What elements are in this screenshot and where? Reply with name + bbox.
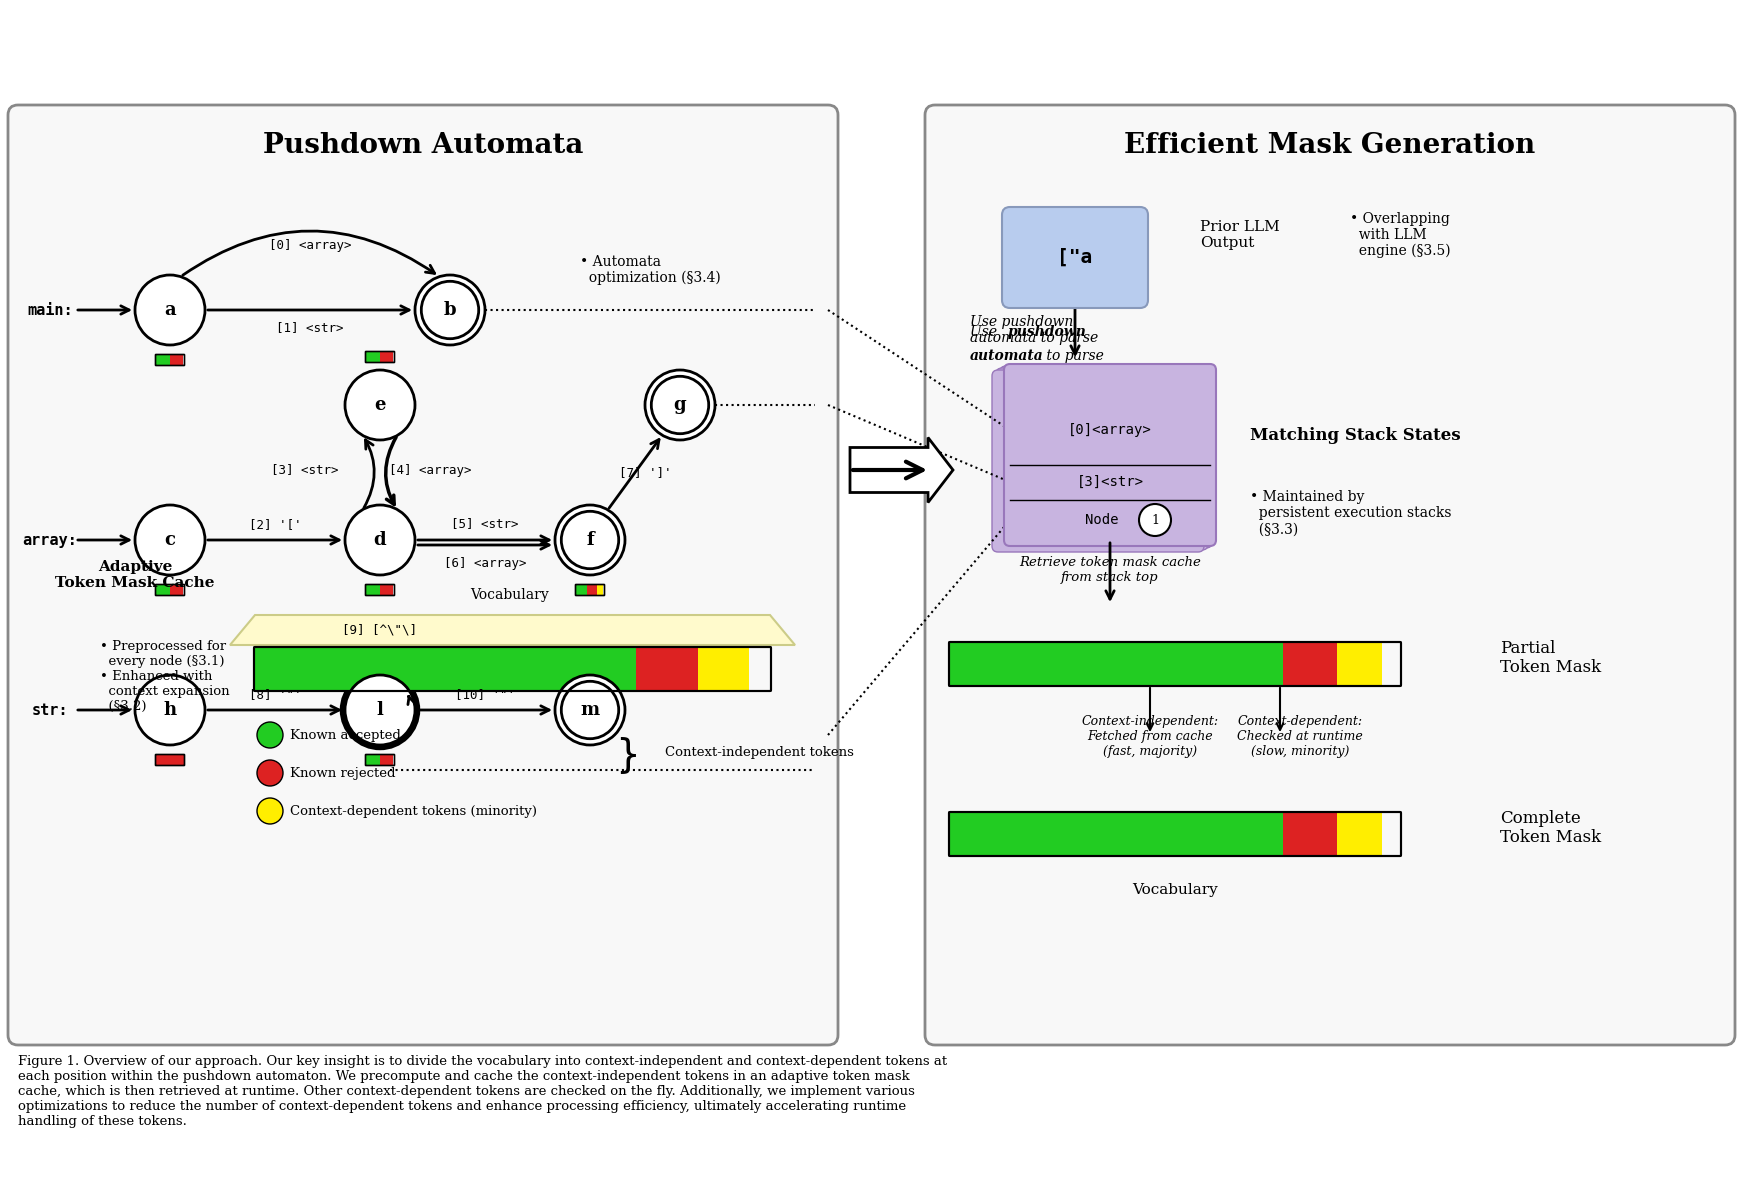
Text: l: l [376, 701, 383, 719]
Text: [1] <str>: [1] <str> [276, 321, 344, 334]
Bar [255, 649, 636, 690]
Text: c: c [164, 531, 175, 549]
Text: [7] ']': [7] ']' [619, 466, 671, 480]
Text: }: } [615, 735, 640, 774]
FancyBboxPatch shape [9, 105, 837, 1045]
Text: Adaptive
Token Mask Cache: Adaptive Token Mask Cache [56, 560, 215, 590]
Bar [598, 585, 603, 595]
Text: [2] '[': [2] '[' [248, 519, 301, 532]
Text: Partial
Token Mask: Partial Token Mask [1500, 640, 1601, 676]
Circle shape [257, 722, 283, 749]
Bar [156, 585, 170, 595]
Text: array:: array: [23, 532, 77, 547]
Text: Vocabulary: Vocabulary [1133, 883, 1218, 897]
Text: str:: str: [31, 702, 68, 718]
Text: Node: Node [1086, 513, 1127, 527]
FancyBboxPatch shape [925, 105, 1736, 1045]
Bar [170, 355, 182, 365]
Text: Known accepted: Known accepted [290, 728, 400, 741]
Bar [379, 585, 393, 595]
Bar [636, 649, 697, 690]
Bar [587, 585, 598, 595]
Text: [3] <str>: [3] <str> [271, 463, 339, 476]
Circle shape [1140, 505, 1171, 536]
Text: • Maintained by
  persistent execution stacks
  (§3.3): • Maintained by persistent execution sta… [1250, 490, 1451, 537]
Text: Context-independent:
Fetched from cache
(fast, majority): Context-independent: Fetched from cache … [1082, 715, 1218, 758]
Text: Context-independent tokens: Context-independent tokens [664, 745, 853, 758]
Bar [379, 754, 393, 765]
Text: a: a [164, 301, 177, 319]
Text: h: h [163, 701, 177, 719]
Text: [3]<str>: [3]<str> [1077, 475, 1143, 489]
Text: Matching Stack States: Matching Stack States [1250, 426, 1461, 444]
Text: ["a: ["a [1058, 248, 1092, 267]
Text: • Overlapping
  with LLM
  engine (§3.5): • Overlapping with LLM engine (§3.5) [1349, 212, 1451, 258]
Text: [4] <array>: [4] <array> [388, 463, 472, 476]
Bar [949, 643, 1283, 685]
Text: automata: automata [970, 349, 1044, 363]
Text: main:: main: [28, 302, 73, 318]
Circle shape [344, 675, 414, 745]
Text: [0]<array>: [0]<array> [1068, 422, 1152, 437]
Bar [365, 585, 379, 595]
Text: Retrieve token mask cache
from stack top: Retrieve token mask cache from stack top [1019, 556, 1201, 584]
Bar [1283, 643, 1337, 685]
Bar [949, 813, 1283, 854]
Bar [1283, 813, 1337, 854]
FancyBboxPatch shape [996, 368, 1208, 550]
Text: Efficient Mask Generation: Efficient Mask Generation [1124, 132, 1536, 158]
Circle shape [135, 275, 205, 345]
Text: [5] <str>: [5] <str> [451, 518, 519, 531]
Circle shape [344, 505, 414, 575]
Text: Figure 1. Overview of our approach. Our key insight is to divide the vocabulary : Figure 1. Overview of our approach. Our … [17, 1056, 947, 1128]
Text: Pushdown Automata: Pushdown Automata [262, 132, 584, 158]
FancyBboxPatch shape [1003, 364, 1217, 546]
Text: Context-dependent:
Checked at runtime
(slow, minority): Context-dependent: Checked at runtime (s… [1238, 715, 1363, 758]
Bar [156, 754, 184, 765]
Text: to parse: to parse [1042, 349, 1105, 363]
Circle shape [135, 675, 205, 745]
Text: pushdown: pushdown [1009, 325, 1087, 339]
Text: Known rejected: Known rejected [290, 766, 395, 779]
Bar [365, 352, 379, 362]
Text: Vocabulary: Vocabulary [470, 588, 549, 602]
FancyArrow shape [850, 438, 953, 502]
Bar [1337, 643, 1383, 685]
Circle shape [556, 505, 626, 575]
Bar [170, 585, 182, 595]
Circle shape [556, 675, 626, 745]
Text: 1: 1 [1150, 514, 1159, 526]
Bar [577, 585, 587, 595]
Text: Complete
Token Mask: Complete Token Mask [1500, 809, 1601, 846]
Circle shape [344, 370, 414, 440]
Text: • Automata
  optimization (§3.4): • Automata optimization (§3.4) [580, 255, 720, 286]
Text: d: d [374, 531, 386, 549]
Text: [9] [^\"\]: [9] [^\"\] [343, 624, 418, 637]
Circle shape [257, 760, 283, 787]
Bar [697, 649, 750, 690]
Polygon shape [231, 615, 795, 645]
Text: g: g [673, 396, 687, 414]
Text: Context-dependent tokens (minority): Context-dependent tokens (minority) [290, 804, 537, 818]
FancyBboxPatch shape [1002, 207, 1148, 308]
Text: b: b [444, 301, 456, 319]
Text: m: m [580, 701, 600, 719]
Text: [6] <array>: [6] <array> [444, 557, 526, 570]
Text: e: e [374, 396, 386, 414]
Bar [1337, 813, 1383, 854]
Text: Use pushdown
automata to parse: Use pushdown automata to parse [970, 315, 1098, 345]
Text: • Preprocessed for
  every node (§3.1)
• Enhanced with
  context expansion
  (§3: • Preprocessed for every node (§3.1) • E… [100, 640, 229, 713]
Circle shape [414, 275, 484, 345]
FancyBboxPatch shape [993, 370, 1204, 552]
Bar [365, 754, 379, 765]
Text: Use: Use [970, 325, 1002, 339]
Circle shape [135, 505, 205, 575]
Bar [156, 355, 170, 365]
Text: [0] <array>: [0] <array> [269, 238, 351, 251]
Circle shape [645, 370, 715, 440]
Bar [379, 352, 393, 362]
Circle shape [257, 798, 283, 823]
Text: f: f [586, 531, 594, 549]
Text: [10] '"': [10] '"' [454, 689, 516, 701]
FancyBboxPatch shape [1000, 367, 1211, 549]
